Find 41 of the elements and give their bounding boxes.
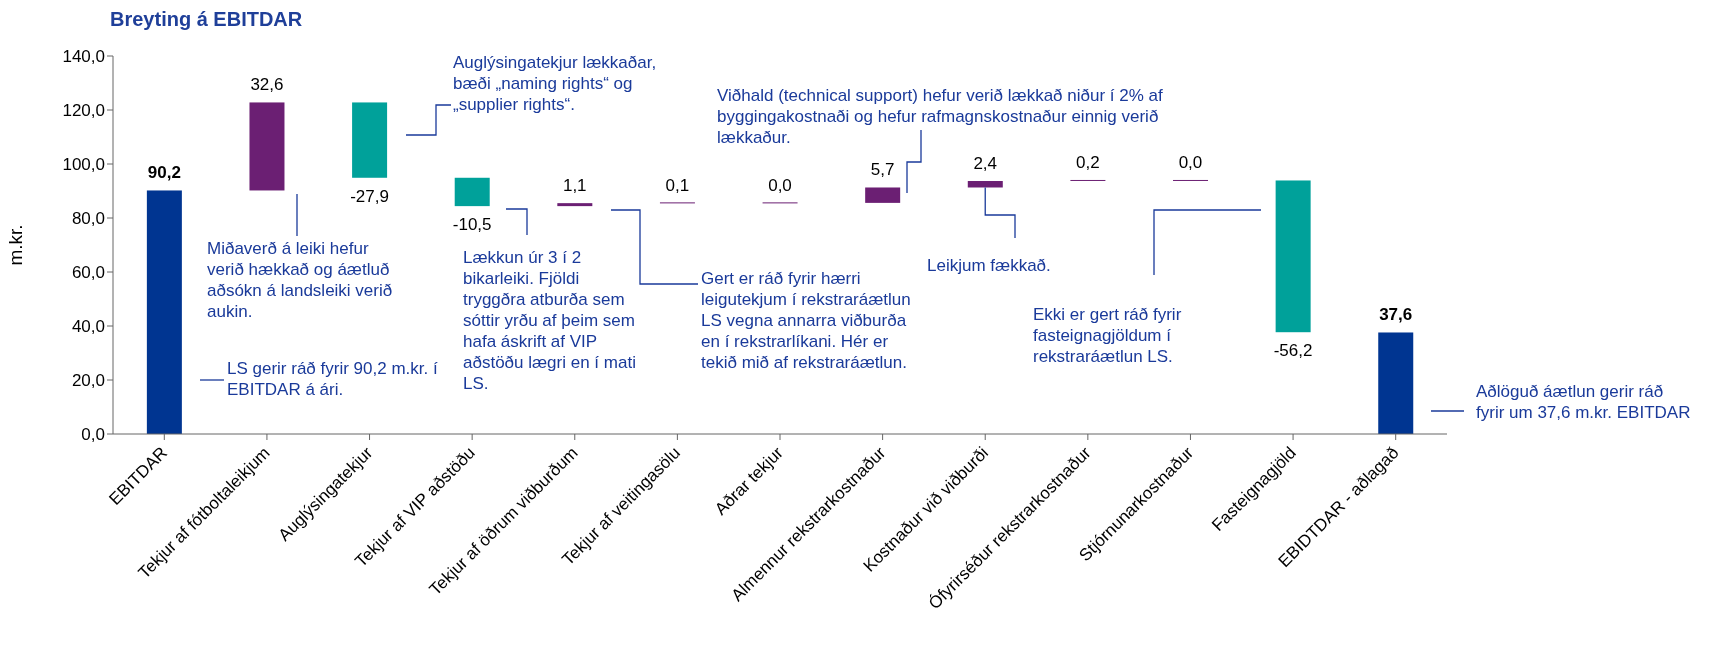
data-label: 1,1 (562, 176, 587, 196)
annotation: LS gerir ráð fyrir 90,2 m.kr. í EBITDAR á ári. (227, 358, 439, 400)
data-label: 0,0 (768, 175, 792, 195)
y-axis-title: m.kr. (4, 224, 26, 266)
bar (1378, 332, 1414, 434)
annotation: Miðaverð á leiki hefur verið hækkað og áætluð aðsókn á landsleiki verið aukin. (207, 238, 394, 322)
bar (352, 102, 388, 178)
annotation: Auglýsingatekjur lækkaðar, bæði „naming rights“ og „supplier rights“. (453, 52, 658, 115)
annotation: Leikjum fækkað. (927, 255, 1052, 276)
data-label: -27,9 (350, 186, 389, 206)
y-tick-label: 140,0 (62, 47, 105, 67)
bar (146, 190, 182, 434)
data-label: 0,0 (1178, 153, 1203, 173)
y-tick-label: 100,0 (62, 155, 105, 175)
annotation: Gert er ráð fyrir hærri leigutekjum í rekstraráætlun LS vegna annarra viðburða en í rekstrarlíkani. Hér er tekið mið af rekstraráætlun. (701, 268, 911, 373)
bar (557, 203, 593, 207)
annotation: Viðhald (technical support) hefur verið lækkað niður í 2% af byggingakostnaði og hefur rafmagnskostnaður einnig verið lækkaður. (717, 85, 1164, 148)
chart-title: Breyting á EBITDAR (110, 8, 303, 31)
data-label: 37,6 (1379, 305, 1413, 325)
y-tick-label: 0,0 (81, 425, 105, 445)
bar (865, 187, 901, 203)
text: Aðlöguð áætlun gerir ráð fyrir um 37,6 m.kr. EBITDAR (1476, 381, 1691, 423)
y-tick-label: 40,0 (71, 317, 105, 337)
data-label: 0,1 (665, 175, 690, 195)
data-label: -56,2 (1273, 341, 1313, 361)
data-label: 90,2 (147, 163, 181, 183)
annotation: Lækkun úr 3 í 2 bikarleiki. Fjöldi tryggðra atburða sem sóttir yrðu af þeim sem hafa áskrift af VIP aðstöðu lægri en í mati LS. (463, 247, 637, 394)
y-tick-label: 120,0 (62, 101, 105, 121)
data-label: 2,4 (973, 154, 998, 174)
data-label: -10,5 (452, 215, 492, 235)
bar (454, 177, 490, 207)
y-tick-label: 20,0 (71, 371, 105, 391)
data-label: 5,7 (870, 160, 895, 180)
annotation: Ekki er gert ráð fyrir fasteignagjöldum í rekstraráætlun LS. (1033, 304, 1183, 367)
bar (1275, 180, 1311, 333)
bar (249, 102, 285, 191)
bar (967, 181, 1003, 188)
y-tick-label: 80,0 (71, 209, 105, 229)
data-label: 0,2 (1076, 153, 1100, 173)
y-tick-label: 60,0 (71, 263, 105, 283)
data-label: 32,6 (250, 75, 284, 95)
